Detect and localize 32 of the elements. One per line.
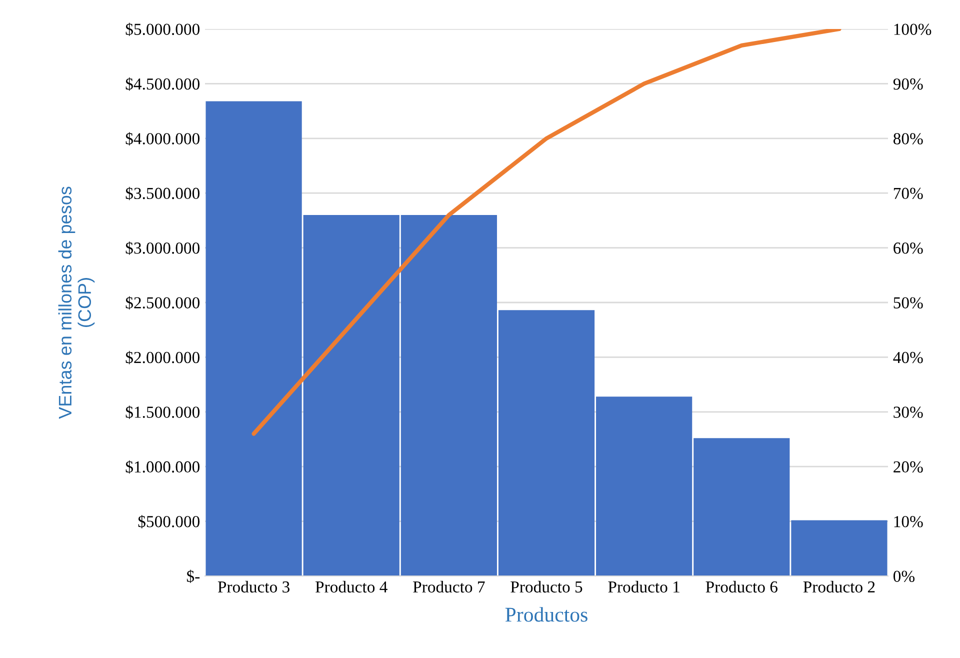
y-tick-label: $500.000 (138, 515, 200, 528)
y-tick-label: $3.000.000 (126, 242, 200, 255)
y2-tick-label: 80% (893, 133, 923, 144)
y2-tick-label: 100% (894, 24, 932, 35)
y-tick-label: $1.000.000 (126, 460, 200, 474)
y2-tick-label: 40% (893, 352, 923, 364)
y2-tick-label: 20% (894, 461, 923, 473)
y-tick-label: $3.500.000 (126, 186, 200, 200)
y-tick-label: $2.500.000 (126, 296, 200, 310)
y2-tick-label: 0% (893, 570, 915, 582)
y-axis-title: VEntas en millones de pesos (COP) (58, 186, 95, 419)
x-axis-title: Productos (505, 607, 588, 622)
x-tick-label: Producto 3 (218, 580, 290, 593)
y2-tick-label: 90% (893, 78, 923, 90)
y-tick-label: $4.500.000 (126, 77, 200, 91)
y2-tick-label: 10% (894, 516, 923, 528)
x-tick-label: Producto 4 (315, 580, 388, 593)
y2-tick-label: 30% (894, 406, 923, 418)
y-tick-label: $- (186, 570, 200, 584)
y-tick-label: $4.000.000 (126, 132, 200, 146)
y2-tick-label: 50% (894, 297, 923, 308)
x-tick-label: Producto 6 (706, 580, 778, 593)
x-tick-label: Producto 1 (608, 580, 680, 593)
x-tick-label: Producto 2 (803, 580, 875, 593)
x-tick-label: Producto 7 (413, 580, 485, 593)
y-tick-label: $5.000.000 (126, 22, 200, 36)
line-series (252, 29, 842, 436)
y2-tick-label: 70% (894, 188, 923, 200)
y-tick-label: $2.000.000 (126, 350, 200, 364)
y2-tick-label: 60% (894, 242, 923, 254)
y-tick-label: $1.500.000 (126, 406, 200, 419)
x-tick-label: Producto 5 (510, 580, 582, 593)
